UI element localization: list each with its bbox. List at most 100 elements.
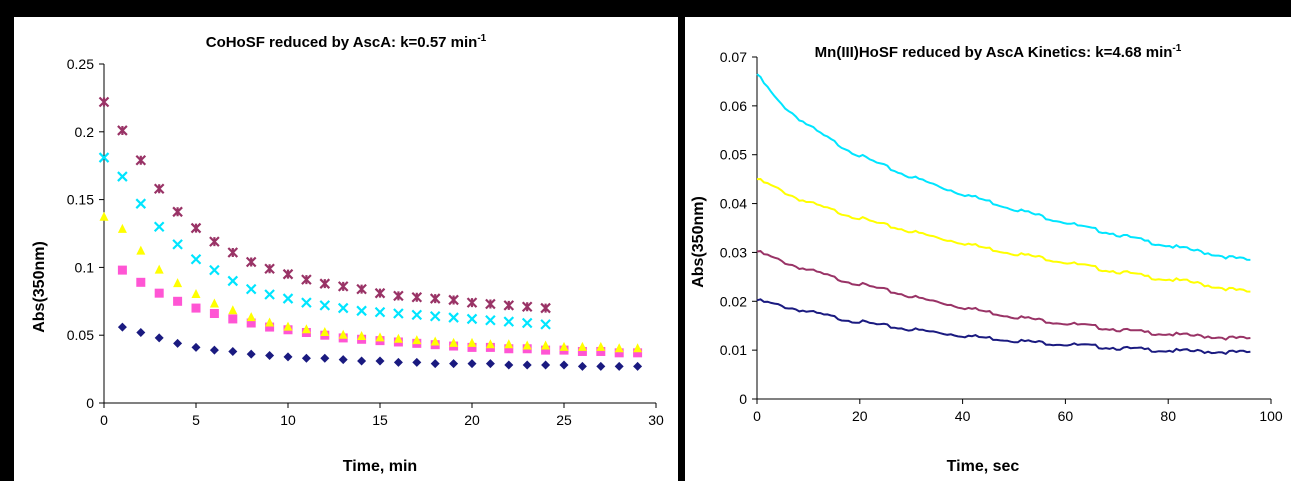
- data-point: [540, 319, 551, 330]
- data-point: [98, 96, 110, 108]
- y-tick-label: 0.01: [720, 342, 747, 358]
- data-point: [319, 300, 331, 311]
- y-tick-label: 0: [86, 395, 94, 411]
- data-point: [154, 264, 164, 274]
- data-point: [283, 321, 293, 331]
- data-point: [173, 296, 183, 306]
- right-chart-panel: Mn(III)HoSF reduced by AscA Kinetics: k=…: [685, 17, 1291, 481]
- x-tick-label: 30: [648, 412, 664, 428]
- data-point: [448, 294, 459, 306]
- data-point: [485, 315, 496, 326]
- data-point: [338, 329, 348, 339]
- data-point: [614, 343, 624, 353]
- series-line: [756, 177, 1251, 293]
- data-point: [374, 306, 386, 318]
- data-point: [485, 359, 495, 369]
- right-chart-title: Mn(III)HoSF reduced by AscA Kinetics: k=…: [815, 43, 1182, 61]
- data-point: [466, 297, 478, 308]
- data-point: [357, 331, 367, 341]
- left-chart: CoHoSF reduced by AscA: k=0.57 min-1 Tim…: [31, 33, 664, 475]
- data-point: [430, 359, 440, 369]
- data-point: [596, 346, 606, 356]
- data-point: [246, 312, 256, 322]
- data-point: [173, 278, 183, 288]
- y-tick-label: 0.04: [720, 196, 747, 212]
- data-point: [246, 318, 256, 328]
- data-point: [228, 314, 238, 324]
- data-point: [375, 332, 385, 342]
- x-tick-label: 60: [1058, 408, 1074, 424]
- data-point: [320, 353, 330, 363]
- data-point: [301, 353, 311, 363]
- data-point: [117, 265, 127, 275]
- data-point: [154, 288, 164, 298]
- data-point: [559, 341, 569, 351]
- series-line: [756, 250, 1251, 341]
- data-point: [540, 302, 551, 314]
- data-point: [541, 340, 551, 350]
- data-point: [301, 297, 312, 308]
- data-point: [301, 274, 312, 285]
- data-point: [209, 298, 219, 308]
- data-point: [522, 340, 532, 350]
- data-point: [209, 264, 220, 276]
- data-point: [393, 357, 403, 367]
- data-point: [282, 293, 294, 304]
- y-tick-label: 0.06: [720, 98, 747, 114]
- data-point: [337, 302, 349, 314]
- data-point: [522, 360, 532, 370]
- data-point: [265, 317, 275, 327]
- x-tick-label: 0: [100, 412, 108, 428]
- data-point: [136, 327, 146, 337]
- data-point: [319, 278, 331, 289]
- y-tick-label: 0.05: [720, 147, 747, 163]
- data-point: [466, 313, 478, 325]
- data-point: [209, 309, 219, 319]
- y-tick-label: 0: [739, 391, 747, 407]
- data-point: [596, 341, 606, 351]
- data-point: [320, 326, 330, 336]
- data-point: [245, 283, 257, 295]
- data-point: [172, 206, 183, 218]
- data-point: [614, 348, 624, 358]
- data-point: [209, 345, 219, 355]
- series-line: [756, 298, 1251, 356]
- y-tick-label: 0.02: [720, 293, 747, 309]
- x-tick-label: 15: [372, 412, 388, 428]
- data-point: [429, 310, 441, 322]
- data-point: [338, 355, 348, 365]
- data-point: [393, 308, 404, 319]
- left-y-axis-label: Abs(350nm): [31, 241, 48, 333]
- y-tick-label: 0.1: [75, 259, 95, 275]
- data-point: [467, 337, 477, 347]
- data-point: [577, 346, 587, 356]
- data-point: [246, 349, 256, 359]
- data-point: [228, 305, 238, 315]
- y-tick-label: 0.03: [720, 244, 747, 260]
- data-point: [393, 290, 404, 302]
- x-tick-label: 40: [955, 408, 971, 424]
- data-point: [430, 336, 440, 346]
- y-tick-label: 0.07: [720, 49, 747, 65]
- x-tick-label: 25: [556, 412, 572, 428]
- x-tick-label: 0: [753, 408, 761, 424]
- data-point: [374, 287, 386, 299]
- data-point: [449, 359, 459, 369]
- data-point: [117, 171, 128, 182]
- data-point: [153, 221, 165, 232]
- data-point: [577, 341, 587, 351]
- left-chart-panel: CoHoSF reduced by AscA: k=0.57 min-1 Tim…: [14, 17, 678, 481]
- data-point: [191, 303, 201, 313]
- data-point: [412, 357, 422, 367]
- data-point: [99, 211, 109, 221]
- data-point: [153, 183, 165, 195]
- data-point: [357, 356, 367, 366]
- data-point: [467, 359, 477, 369]
- data-point: [136, 245, 146, 255]
- data-point: [117, 125, 128, 136]
- data-point: [411, 309, 423, 321]
- series-line: [756, 73, 1251, 261]
- data-point: [117, 223, 127, 233]
- data-point: [504, 360, 514, 370]
- data-point: [521, 301, 533, 313]
